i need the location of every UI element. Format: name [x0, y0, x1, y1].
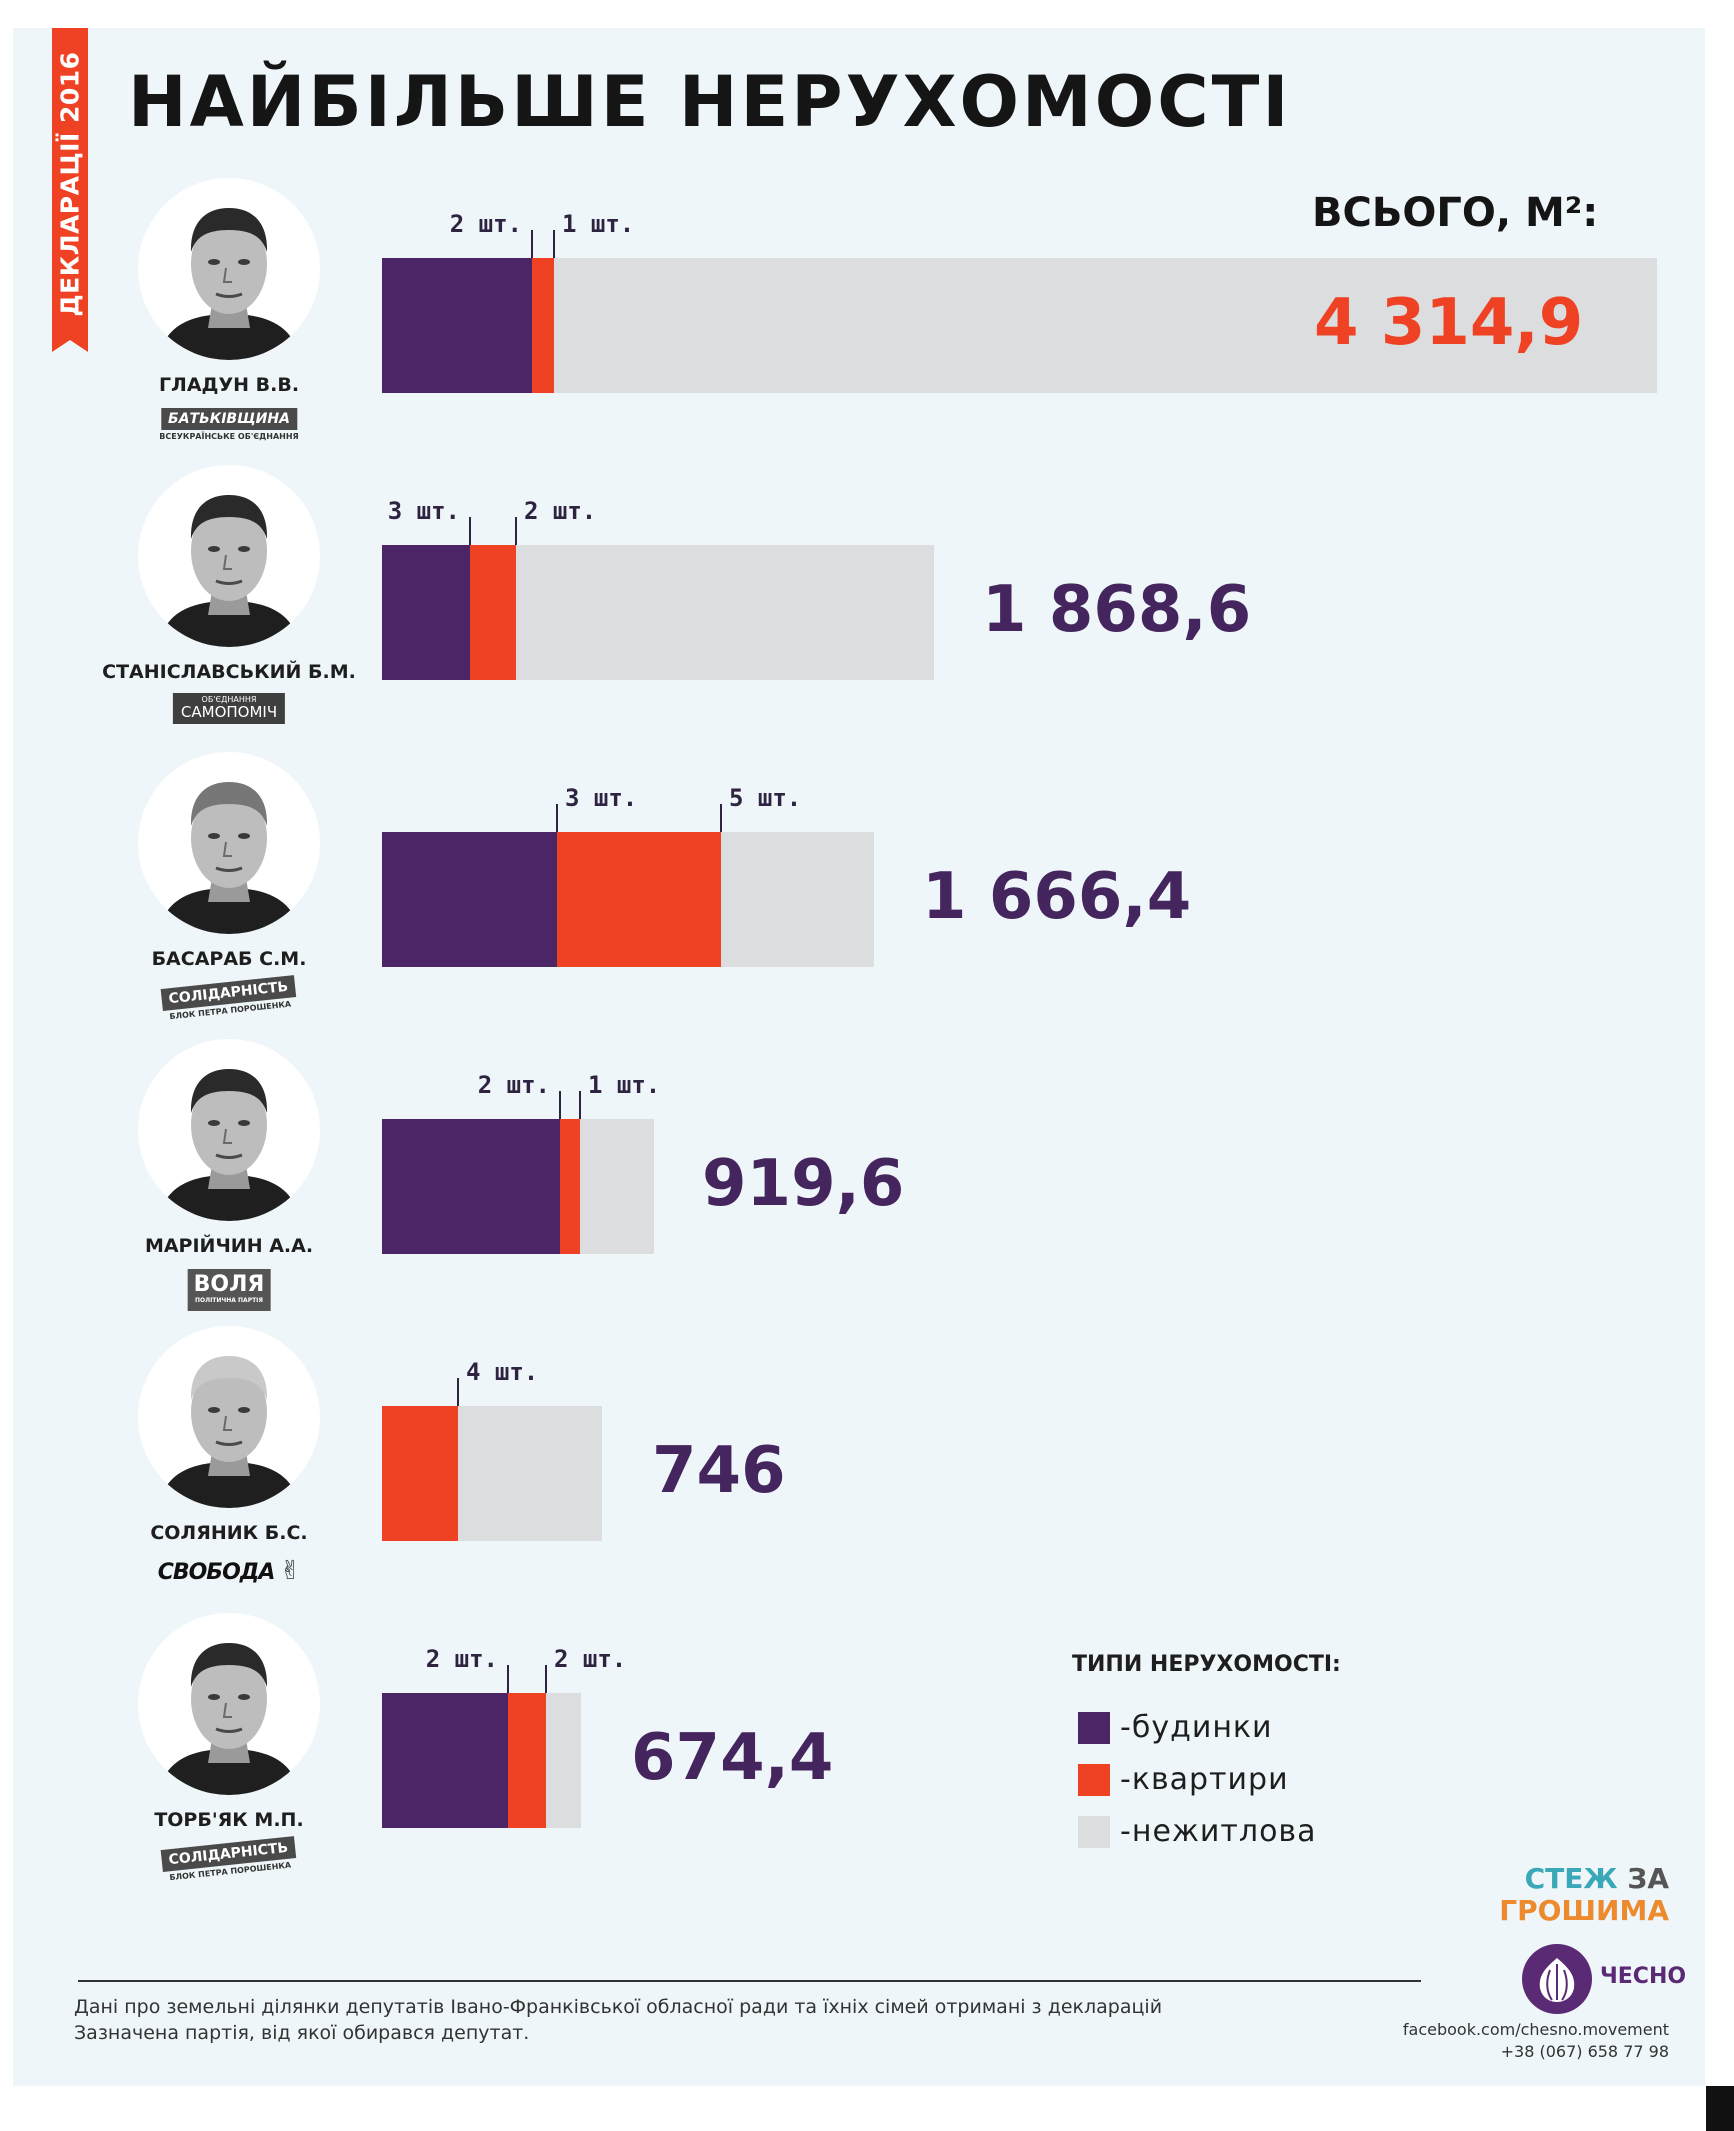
legend-swatch-flats [1078, 1764, 1110, 1796]
portrait-photo [138, 465, 320, 647]
party-logo-tilt: СОЛІДАРНІСТЬ БЛОК ПЕТРА ПОРОШЕНКА [160, 1836, 298, 1883]
bar-segment-flats [532, 258, 554, 393]
total-area-value: 1 868,6 [982, 573, 1252, 647]
party-logo-tilt: СОЛІДАРНІСТЬ БЛОК ПЕТРА ПОРОШЕНКА [160, 975, 298, 1022]
total-area-value: 4 314,9 [1314, 286, 1584, 360]
portrait-photo [138, 178, 320, 360]
bar-segment-nonresidential [721, 832, 874, 967]
count-tick [515, 517, 517, 545]
property-count-label: 2 шт. [425, 1645, 498, 1673]
side-tab [52, 28, 88, 352]
side-tab-label: ДЕКЛАРАЦІЇ 2016 [55, 51, 85, 317]
bar-segment-nonresidential [546, 1693, 581, 1828]
property-count-label: 2 шт. [524, 497, 597, 525]
legend-swatch-nonresidential [1078, 1816, 1110, 1848]
bar-segment-houses [382, 545, 470, 680]
portrait-photo [138, 752, 320, 934]
chesno-label: ЧЕСНО [1600, 1964, 1687, 1989]
phone-number: +38 (067) 658 77 98 [1500, 2042, 1669, 2061]
party-logo: ОБ'ЄДНАННЯ САМОПОМІЧ [172, 693, 286, 724]
chesno-logo-icon [1522, 1944, 1592, 2014]
deputy-name: СОЛЯНИК Б.С. [150, 1522, 308, 1544]
count-tick [556, 804, 558, 832]
property-count-label: 4 шт. [466, 1358, 539, 1386]
bar-segment-houses [382, 1119, 560, 1254]
deputy-name: БАСАРАБ С.М. [151, 948, 307, 970]
brand-word-2: ЗА [1617, 1862, 1669, 1895]
party-logo-sub: ОБ'ЄДНАННЯ [201, 695, 257, 704]
property-count-label: 2 шт. [449, 210, 522, 238]
bar-segment-flats [470, 545, 516, 680]
party-logo: СОЛІДАРНІСТЬ БЛОК ПЕТРА ПОРОШЕНКА [160, 975, 297, 1021]
count-tick [507, 1665, 509, 1693]
deputy-name: ГЛАДУН В.В. [158, 374, 300, 396]
bar-segment-houses [382, 832, 557, 967]
brand-word-1: СТЕЖ [1524, 1862, 1618, 1895]
page-title: НАЙБІЛЬШЕ НЕРУХОМОСТІ [128, 61, 1292, 143]
count-tick [559, 1091, 561, 1119]
property-count-label: 1 шт. [562, 210, 635, 238]
legend-swatch-houses [1078, 1712, 1110, 1744]
party-logo-sub: ВСЕУКРАЇНСЬКЕ ОБ'ЄДНАННЯ [159, 432, 299, 441]
legend-title: ТИПИ НЕРУХОМОСТІ: [1072, 1652, 1341, 1677]
legend-label-nonresidential: -нежитлова [1120, 1814, 1317, 1849]
bar-segment-nonresidential [554, 258, 1657, 393]
total-label: ВСЬОГО, М²: [1312, 190, 1599, 236]
property-count-label: 2 шт. [477, 1071, 550, 1099]
victory-hand-icon: ✌ [279, 1556, 302, 1586]
property-count-label: 3 шт. [387, 497, 460, 525]
bar-segment-nonresidential [580, 1119, 654, 1254]
property-count-label: 1 шт. [588, 1071, 661, 1099]
portrait-photo [138, 1039, 320, 1221]
portrait-photo [138, 1326, 320, 1508]
party-logo-name: СВОБОДА [157, 1560, 276, 1585]
property-count-label: 2 шт. [554, 1645, 627, 1673]
bar-segment-nonresidential [516, 545, 934, 680]
party-logo-name: БАТЬКІВЩИНА [161, 408, 297, 430]
property-count-label: 3 шт. [565, 784, 638, 812]
footnote-line-2: Зазначена партія, від якої обирався депу… [74, 2022, 530, 2044]
footnote-line-1: Дані про земельні ділянки депутатів Іван… [74, 1996, 1163, 2018]
party-logo: СОЛІДАРНІСТЬ БЛОК ПЕТРА ПОРОШЕНКА [160, 1836, 297, 1882]
party-logo: СВОБОДА ✌ [157, 1556, 302, 1586]
brand-logo-text: СТЕЖ ЗА [1525, 1862, 1669, 1895]
bar-segment-houses [382, 1693, 508, 1828]
count-tick [531, 230, 533, 258]
count-tick [579, 1091, 581, 1119]
bar-segment-nonresidential [458, 1406, 602, 1541]
total-area-value: 674,4 [631, 1721, 834, 1795]
party-logo: БАТЬКІВЩИНА ВСЕУКРАЇНСЬКЕ ОБ'ЄДНАННЯ [159, 408, 299, 441]
legend-label-houses: -будинки [1120, 1710, 1273, 1745]
count-tick [545, 1665, 547, 1693]
count-tick [553, 230, 555, 258]
total-area-value: 1 666,4 [922, 860, 1192, 934]
corner-mark [1706, 2086, 1734, 2131]
party-logo-name: САМОПОМІЧ [180, 703, 278, 721]
total-area-value: 746 [652, 1434, 786, 1508]
party-logo-sub: ПОЛІТИЧНА ПАРТІЯ [194, 1297, 264, 1304]
deputy-name: СТАНІСЛАВСЬКИЙ Б.М. [102, 661, 356, 683]
bar-segment-flats [508, 1693, 546, 1828]
brand-logo-text-2: ГРОШИМА [1499, 1894, 1669, 1927]
party-logo-box: ОБ'ЄДНАННЯ САМОПОМІЧ [172, 693, 286, 724]
deputy-name: МАРІЙЧИН А.А. [144, 1235, 314, 1257]
facebook-link[interactable]: facebook.com/chesno.movement [1402, 2020, 1669, 2039]
count-tick [469, 517, 471, 545]
deputy-name: ТОРБ'ЯК М.П. [154, 1809, 304, 1831]
footnote-divider [78, 1980, 1421, 1982]
bar-segment-houses [382, 258, 532, 393]
bar-segment-flats [560, 1119, 580, 1254]
count-tick [457, 1378, 459, 1406]
bar-segment-flats [557, 832, 721, 967]
count-tick [720, 804, 722, 832]
party-logo: ВОЛЯ ПОЛІТИЧНА ПАРТІЯ [187, 1269, 271, 1311]
bar-segment-flats [382, 1406, 458, 1541]
total-area-value: 919,6 [702, 1147, 905, 1221]
portrait-photo [138, 1613, 320, 1795]
property-count-label: 5 шт. [729, 784, 802, 812]
party-logo-name: ВОЛЯ [193, 1272, 265, 1297]
legend-label-flats: -квартири [1120, 1762, 1289, 1797]
party-logo-stamp: ВОЛЯ ПОЛІТИЧНА ПАРТІЯ [187, 1269, 271, 1311]
